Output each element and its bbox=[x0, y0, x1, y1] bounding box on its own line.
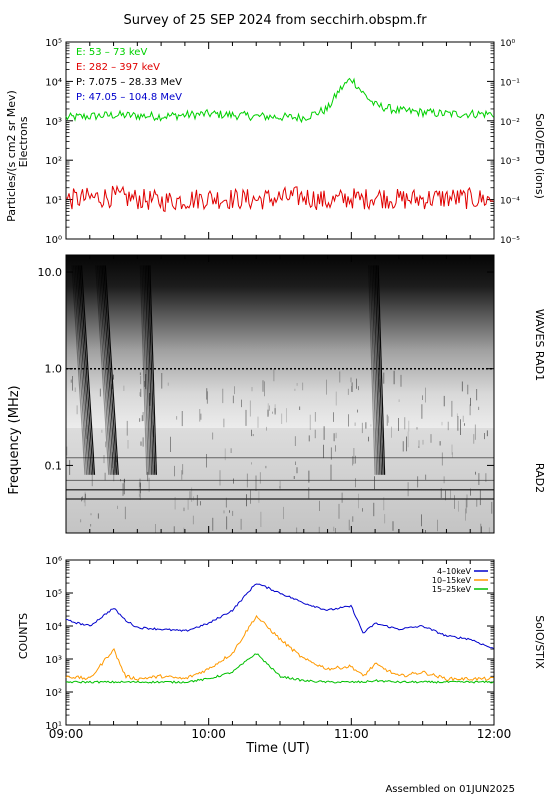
burst-0-stroke-2 bbox=[74, 265, 89, 475]
time-tick-label-0: 09:00 bbox=[49, 727, 84, 741]
burst-3-stroke-1 bbox=[369, 265, 378, 475]
stix-legend-item-2: 15–25keV bbox=[432, 585, 472, 594]
time-tick-label-1: 10:00 bbox=[191, 727, 226, 741]
epd-left-tick-label-1: 10¹ bbox=[45, 196, 62, 207]
stix-series bbox=[65, 583, 494, 684]
stix-tick-label-5: 10⁶ bbox=[45, 556, 62, 567]
stix-tick-label-2: 10³ bbox=[45, 655, 62, 666]
stix-series-line-2 bbox=[65, 653, 494, 684]
burst-1-stroke-2 bbox=[98, 265, 113, 475]
stix-tick-label-4: 10⁵ bbox=[45, 589, 62, 600]
burst-3-stroke-3 bbox=[372, 265, 381, 475]
spec-tick-label-1: 1.0 bbox=[45, 363, 63, 376]
epd-right-tick-label-2: 10⁻³ bbox=[500, 157, 520, 167]
epd-series bbox=[65, 77, 494, 213]
epd-left-tick-label-2: 10² bbox=[45, 156, 62, 167]
epd-left-tick-label-4: 10⁴ bbox=[45, 77, 62, 88]
time-axis: 09:00 10:00 11:00 12:00 bbox=[49, 42, 512, 741]
burst-2-stroke-6 bbox=[149, 265, 157, 475]
burst-3-stroke-0 bbox=[368, 265, 376, 475]
burst-1-stroke-5 bbox=[103, 265, 118, 475]
stix-legend-item-1: 10–15keV bbox=[432, 576, 472, 585]
burst-3-stroke-6 bbox=[377, 265, 386, 475]
burst-2-stroke-5 bbox=[147, 265, 156, 475]
rad1-label: WAVES RAD1 bbox=[533, 309, 546, 381]
epd-right-tick-label-5: 10⁰ bbox=[500, 39, 515, 49]
stix-ylabel: COUNTS bbox=[17, 613, 30, 659]
time-axis-label: Time (UT) bbox=[245, 741, 310, 756]
burst-2-stroke-1 bbox=[141, 265, 149, 475]
epd-ylabel-line2: Electrons bbox=[17, 116, 30, 167]
burst-1-stroke-3 bbox=[100, 265, 115, 475]
burst-3-stroke-2 bbox=[371, 265, 379, 475]
stix-series-line-0 bbox=[65, 583, 494, 649]
epd-series-line-0 bbox=[65, 77, 494, 124]
epd-right-label: SolO/EPD (ions) bbox=[533, 113, 546, 199]
spec-tick-label-0: 0.1 bbox=[45, 459, 63, 472]
burst-0-stroke-5 bbox=[79, 265, 94, 475]
epd-left-tick-label-5: 10⁵ bbox=[45, 38, 62, 49]
epd-legend-item-3: P: 47.05 – 104.8 MeV bbox=[76, 92, 182, 103]
burst-0-stroke-3 bbox=[76, 265, 91, 475]
burst-0-stroke-4 bbox=[77, 265, 92, 475]
stix-frame bbox=[65, 559, 495, 726]
spec-tick-label-2: 10.0 bbox=[38, 266, 63, 279]
time-tick-label-2: 11:00 bbox=[334, 727, 369, 741]
spectrogram-ylabel: Frequency (MHz) bbox=[7, 385, 22, 494]
rad2-label: RAD2 bbox=[533, 463, 546, 493]
stix-tick-label-0: 10¹ bbox=[45, 721, 62, 732]
stix-ticks: 10¹ 10² 10³ 10⁴ 10⁵ 10⁶ bbox=[45, 556, 494, 732]
epd-left-tick-label-3: 10³ bbox=[45, 117, 62, 128]
burst-1-stroke-0 bbox=[95, 265, 110, 475]
stix-series-line-1 bbox=[65, 614, 494, 682]
epd-legend-item-0: E: 53 – 73 keV bbox=[76, 47, 147, 58]
epd-ylabel-line1: Particles/(s cm2 sr Mev) bbox=[5, 90, 18, 222]
burst-1-stroke-6 bbox=[104, 265, 119, 475]
burst-1-stroke-1 bbox=[96, 265, 111, 475]
burst-2-stroke-2 bbox=[142, 265, 151, 475]
burst-0-stroke-0 bbox=[71, 265, 86, 475]
burst-0-stroke-1 bbox=[73, 265, 88, 475]
stix-legend-item-0: 4–10keV bbox=[437, 567, 472, 576]
epd-legend-item-1: E: 282 – 397 keV bbox=[76, 62, 160, 73]
figure-title: Survey of 25 SEP 2024 from secchirh.obsp… bbox=[123, 13, 427, 28]
epd-series-line-1 bbox=[65, 184, 494, 213]
burst-0-stroke-6 bbox=[80, 265, 96, 475]
burst-3-stroke-5 bbox=[375, 265, 384, 475]
stix-panel: 10¹ 10² 10³ 10⁴ 10⁵ 10⁶ 4–10keV 10–15keV 15–2… bbox=[17, 556, 546, 732]
footer-note: Assembled on 01JUN2025 bbox=[385, 784, 515, 795]
rad1-background bbox=[66, 255, 494, 428]
epd-right-tick-label-3: 10⁻² bbox=[500, 118, 520, 128]
spectrogram-ticks: 0.1 1.0 10.0 bbox=[38, 266, 494, 472]
epd-right-tick-label-1: 10⁻⁴ bbox=[500, 197, 520, 207]
epd-left-ticks: 10⁰ 10¹ 10² 10³ 10⁴ 10⁵ bbox=[45, 38, 73, 246]
burst-1-stroke-4 bbox=[101, 265, 116, 475]
stix-tick-label-1: 10² bbox=[45, 688, 62, 699]
time-tick-label-3: 12:00 bbox=[477, 727, 512, 741]
burst-3-stroke-4 bbox=[374, 265, 383, 475]
burst-2-stroke-0 bbox=[139, 265, 148, 475]
epd-right-tick-label-0: 10⁻⁵ bbox=[500, 236, 520, 246]
stix-right-label: SolO/STIX bbox=[533, 615, 546, 669]
spectrogram-bursts bbox=[66, 265, 494, 533]
stix-tick-label-3: 10⁴ bbox=[45, 622, 62, 633]
epd-right-ticks: 10⁻⁵ 10⁻⁴ 10⁻³ 10⁻² 10⁻¹ 10⁰ bbox=[487, 39, 520, 246]
epd-right-tick-label-4: 10⁻¹ bbox=[500, 78, 520, 88]
burst-2-stroke-4 bbox=[146, 265, 154, 475]
burst-2-stroke-3 bbox=[144, 265, 153, 475]
spectrogram-panel: 0.1 1.0 10.0 Frequency (MHz) WAVES RAD1 RA… bbox=[7, 254, 546, 534]
epd-legend-item-2: P: 7.075 – 28.33 MeV bbox=[76, 77, 182, 88]
epd-left-tick-label-0: 10⁰ bbox=[45, 235, 62, 246]
